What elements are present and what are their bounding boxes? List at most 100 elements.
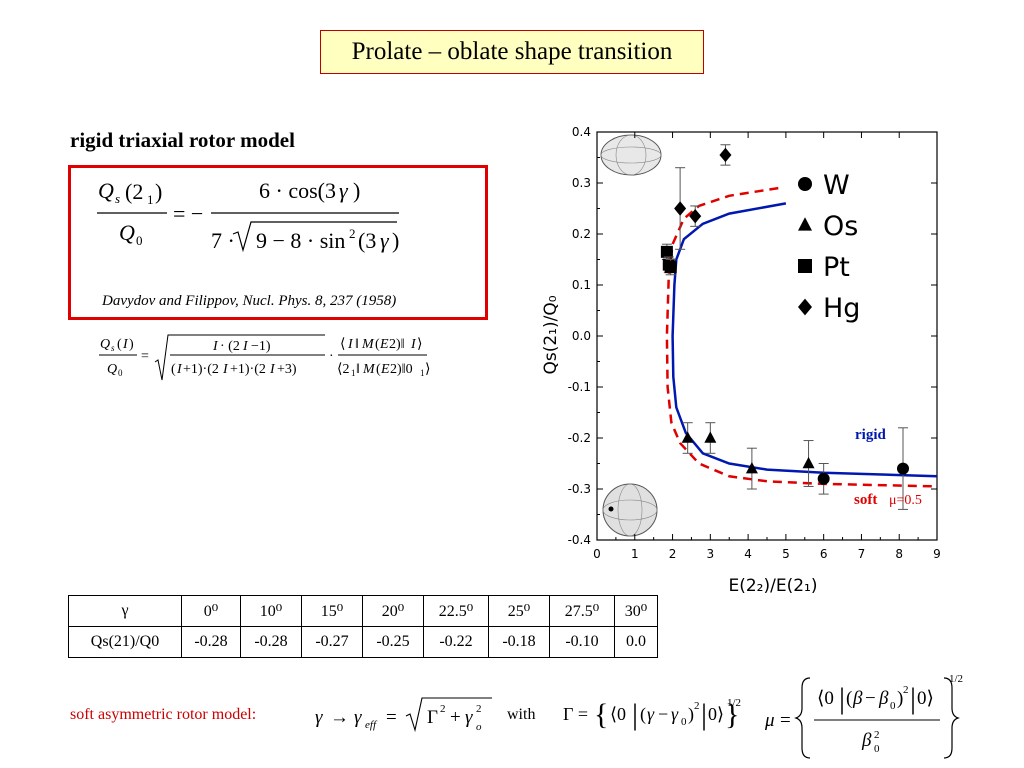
x-tick-label: 0 [593, 547, 601, 561]
svg-text:2: 2 [349, 226, 356, 241]
svg-text:|: | [701, 698, 707, 731]
svg-text:γ: γ [354, 707, 362, 728]
svg-text:6 · cos(3: 6 · cos(3 [259, 178, 336, 203]
table-cell: 10⁰ [240, 595, 302, 627]
svg-text:(: ( [117, 337, 122, 352]
svg-text:⟨: ⟨ [340, 337, 345, 352]
svg-text:{: { [594, 698, 608, 731]
svg-text:I: I [242, 339, 249, 354]
table-header-gamma: γ [68, 595, 182, 627]
prolate-shape-icon [600, 134, 662, 176]
x-tick-label: 8 [895, 547, 903, 561]
svg-text:‖: ‖ [355, 337, 359, 352]
svg-text:E: E [380, 362, 390, 377]
legend-label: Os [823, 211, 858, 242]
svg-text:Q: Q [119, 220, 135, 245]
svg-text:I: I [269, 362, 276, 377]
svg-text:γ: γ [647, 704, 655, 724]
with-label: with [507, 706, 536, 723]
data-point-os [802, 456, 815, 469]
svg-text:I: I [347, 337, 354, 352]
citation: Davydov and Filippov, Nucl. Phys. 8, 237… [102, 293, 397, 309]
svg-text:β: β [861, 730, 872, 751]
svg-text:2: 2 [440, 703, 446, 715]
svg-text:γ: γ [671, 704, 679, 724]
data-point-w [897, 462, 909, 475]
svg-text:eff: eff [365, 719, 378, 731]
chart: 0 1 2 3 4 5 6 7 8 9 0.4 0.3 0.2 0.1 0.0 -0.1 -0.2 -0.3 -0.… [541, 125, 941, 596]
slide-title: Prolate – oblate shape transition [320, 30, 704, 74]
svg-text:s: s [111, 343, 115, 353]
data-point-os [745, 462, 758, 474]
legend-marker-w [798, 177, 812, 191]
svg-text:I: I [410, 337, 417, 352]
data-point-pt [664, 261, 677, 274]
y-tick-label: 0.1 [572, 278, 591, 292]
svg-text:· (2: · (2 [220, 339, 240, 354]
svg-text:γ: γ [380, 228, 390, 253]
svg-text:(2: (2 [125, 179, 143, 204]
svg-text:|: | [910, 682, 916, 715]
svg-text:(: ( [846, 688, 852, 709]
svg-text:E: E [379, 337, 389, 352]
svg-text:1/2: 1/2 [949, 673, 963, 685]
svg-text:−: − [658, 704, 668, 724]
svg-text:⟨0: ⟨0 [610, 704, 626, 724]
data-point-os [704, 431, 717, 443]
y-tick-label: 0.4 [572, 125, 591, 139]
y-axis-label: Qs(2₁)/Q₀ [541, 295, 561, 374]
table-cell: 27.5⁰ [549, 595, 615, 627]
svg-text:⟩: ⟩ [417, 337, 422, 352]
svg-text:γ: γ [465, 707, 473, 728]
svg-text:I: I [122, 337, 129, 352]
svg-text:0: 0 [681, 716, 687, 728]
x-tick-label: 1 [631, 547, 639, 561]
plot-frame [596, 131, 938, 541]
svg-text:I: I [176, 362, 183, 377]
svg-text:→: → [330, 707, 349, 728]
data-point-w [817, 472, 830, 485]
svg-text:}: } [725, 698, 739, 731]
svg-text:+1)·(2: +1)·(2 [230, 362, 266, 377]
svg-text:1: 1 [147, 192, 154, 207]
svg-text:0: 0 [890, 700, 896, 712]
y-tick-label: -0.2 [568, 431, 591, 445]
svg-text:): ) [155, 179, 162, 204]
svg-text:o: o [476, 721, 482, 733]
table-row: γ 0⁰ 10⁰ 15⁰ 20⁰ 22.5⁰ 25⁰ 27.5⁰ 30⁰ [68, 595, 658, 627]
svg-text:): ) [688, 704, 694, 725]
table-cell: 22.5⁰ [423, 595, 489, 627]
svg-text:1: 1 [351, 368, 356, 378]
svg-text:s: s [115, 191, 120, 206]
svg-text:I: I [212, 339, 219, 354]
legend-marker-pt [798, 259, 812, 273]
data-points [660, 144, 909, 510]
svg-text:=: = [141, 349, 149, 364]
table-cell: -0.27 [301, 626, 363, 658]
svg-text:(: ( [375, 337, 380, 352]
svg-text:1: 1 [420, 368, 425, 378]
oblate-shape-icon [602, 483, 658, 537]
svg-text:Q: Q [107, 362, 117, 377]
svg-text:): ) [353, 178, 360, 203]
svg-text:2)‖0: 2)‖0 [390, 362, 413, 377]
svg-text:⟩: ⟩ [425, 362, 430, 377]
svg-text:(: ( [171, 362, 176, 377]
table-cell: 0⁰ [181, 595, 241, 627]
svg-text:M: M [361, 337, 375, 352]
y-tick-label: -0.4 [568, 533, 591, 547]
model-heading: rigid triaxial rotor model [70, 128, 295, 152]
legend-marker-os [798, 217, 812, 231]
svg-text:0: 0 [874, 743, 880, 755]
svg-text:(3: (3 [358, 228, 376, 253]
svg-text:γ: γ [339, 178, 349, 203]
svg-text:1/2: 1/2 [727, 697, 741, 709]
svg-text:2: 2 [903, 684, 909, 696]
table-row-label: Qs(21)/Q0 [68, 626, 182, 658]
svg-text:Q: Q [98, 178, 114, 203]
svg-text:= −: = − [173, 201, 203, 226]
svg-text:0: 0 [136, 233, 143, 248]
x-tick-label: 3 [707, 547, 715, 561]
